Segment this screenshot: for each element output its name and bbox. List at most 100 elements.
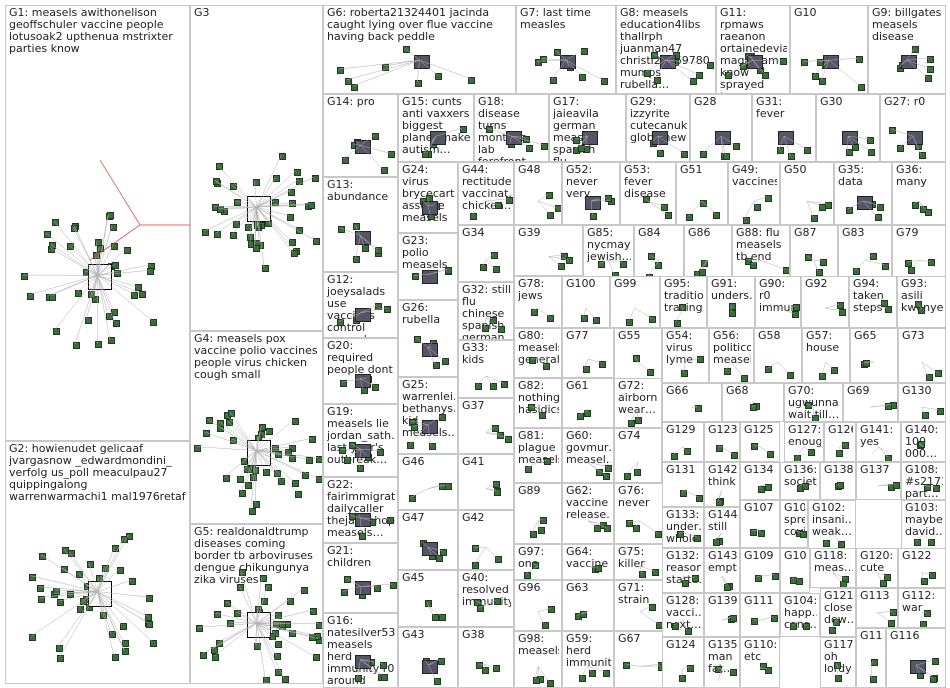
group-g109: G109 [740,548,780,593]
graph-node [410,424,418,432]
graph-node [222,474,230,482]
graph-node [928,259,936,267]
group-g85: G85: nycmay… jewish… [583,225,634,282]
graph-node [351,83,359,91]
graph-node [664,212,672,220]
graph-node [43,230,51,238]
graph-node [476,605,484,613]
group-label: G6: roberta21324401 jacinda caught lying… [327,7,493,43]
group-label: G23: polio measels [402,235,448,271]
hub-node [422,269,438,284]
group-label: G44: rectitude… vaccinat… chicken… [462,164,511,212]
group-label: G90: r0 immuni… [759,278,798,314]
graph-node [673,319,681,327]
graph-node [315,476,322,484]
graph-node [56,599,64,607]
graph-node [336,67,344,75]
graph-node [380,167,388,175]
graph-node [146,595,154,603]
group-g55: G55 [614,328,662,383]
group-label: G19: measels lie jordan_sath… last year'… [327,406,395,466]
group-g137: G137 [856,462,901,500]
group-label: G27: r0 [884,96,926,108]
graph-node [252,178,260,186]
graph-node [494,555,502,563]
group-g48: G48 [514,162,562,225]
graph-node [764,666,772,674]
group-g79: G79 [892,225,946,282]
graph-node [282,676,290,683]
graph-node [274,469,282,477]
graph-node [926,66,934,74]
graph-node [411,273,419,281]
group-g75: G75: killer [614,544,666,580]
graph-node [819,78,827,86]
group-label: G43 [402,629,425,641]
graph-node [259,575,267,583]
group-g125: G125 [740,422,780,462]
graph-node [598,360,606,368]
graph-node [377,448,385,456]
graph-node [858,83,866,91]
graph-node [336,319,344,327]
graph-node [265,428,273,436]
graph-node [815,268,823,276]
graph-node [842,441,850,449]
group-label: G131 [666,464,696,476]
graph-node [289,200,297,208]
graph-node [52,219,60,227]
group-label: G66 [666,385,689,397]
graph-node [131,291,138,299]
hub-node [354,654,371,669]
graph-node [305,456,313,464]
group-g35: G35: data [834,162,892,225]
group-label: G123 [708,424,737,436]
graph-node [73,341,80,349]
graph-node [749,261,757,269]
graph-node [337,225,345,233]
group-g107: G107 [740,500,780,548]
graph-node [589,669,597,677]
graph-node [751,442,759,450]
group-g118: G118: meas… [810,548,856,588]
graph-node [648,253,656,261]
group-g43: G43 [398,627,458,688]
group-g29: G29: izzyrite cutecanuk… globalnew… [626,94,690,162]
graph-node [490,382,498,390]
group-g11: G11: rpmaws raeanon ortainedevian magagl… [716,5,790,94]
group-label: G82: nothing hasidics [518,380,559,416]
graph-node [832,618,840,626]
graph-node [885,402,893,410]
group-label: G84 [638,227,661,239]
graph-node [643,70,651,78]
group-label: G41 [462,456,485,468]
group-label: G77 [566,330,589,342]
group-label: G37 [462,400,485,412]
graph-node [442,358,450,366]
group-g144: G144: still [704,507,740,548]
graph-node [289,239,297,247]
graph-node [252,466,260,474]
graph-node [794,454,802,461]
graph-node [576,413,584,421]
graph-node [439,414,446,422]
group-label: G21: children [327,545,372,569]
group-g22: G22: fairimmigrat… dailycaller thejasonh… [323,477,398,543]
group-label: G125 [744,424,774,436]
group-g116: G116 [886,628,946,688]
graph-node [913,539,921,547]
group-label: G72: airborn wear… [618,380,658,416]
group-label: G120: cute [860,550,894,574]
group-label: G9: billgates measels disease [872,7,942,43]
graph-node [684,628,692,636]
graph-node [838,308,846,316]
graph-node [578,674,586,682]
graph-node [870,252,878,260]
graph-node [800,531,807,539]
hub-node [560,55,576,70]
graph-node [286,597,294,605]
group-label: G124 [666,639,696,651]
group-g114: G114 [856,628,886,688]
graph-node [403,46,411,54]
graph-node [438,614,446,622]
